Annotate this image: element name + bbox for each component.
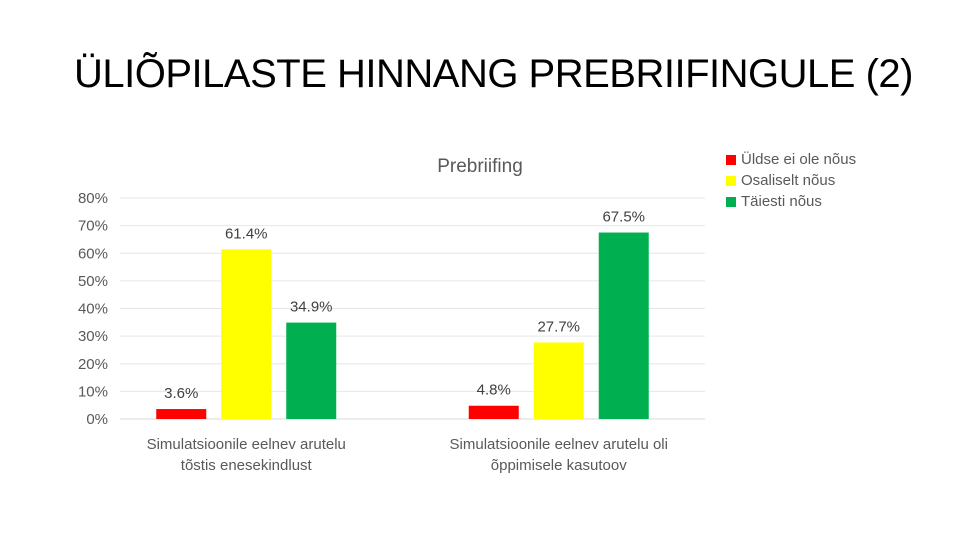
bar bbox=[286, 322, 337, 419]
chart-legend: Üldse ei ole nõus Osaliselt nõus Täiesti n… bbox=[726, 149, 856, 212]
data-label: 61.4% bbox=[225, 225, 268, 242]
y-axis-ticks: 80% 70% 60% 50% 40% 30% 20% 10% 0% bbox=[78, 190, 108, 428]
bar bbox=[468, 405, 519, 419]
x-tick-label: tõstis enesekindlust bbox=[181, 457, 313, 474]
slide-title: ÜLIÕPILASTE HINNANG PREBRIIFINGULE (2) bbox=[74, 52, 913, 96]
data-label: 27.7% bbox=[537, 318, 580, 335]
data-label: 3.6% bbox=[164, 385, 198, 402]
bar bbox=[598, 232, 649, 419]
y-tick-label: 60% bbox=[78, 245, 108, 262]
y-tick-label: 50% bbox=[78, 273, 108, 290]
y-tick-label: 0% bbox=[86, 411, 108, 428]
y-tick-label: 70% bbox=[78, 218, 108, 235]
bar bbox=[156, 409, 207, 419]
chart-title: Prebriifing bbox=[437, 156, 523, 177]
data-label: 4.8% bbox=[477, 382, 511, 399]
x-tick-label: õppimisele kasutoov bbox=[491, 457, 627, 474]
bar bbox=[221, 249, 272, 419]
x-axis-labels: Simulatsioonile eelnev arutelu tõstis ene… bbox=[147, 436, 668, 474]
legend-label: Täiesti nõus bbox=[741, 193, 822, 210]
data-labels: 3.6% 61.4% 34.9% 4.8% 27.7% 67.5% bbox=[164, 209, 645, 403]
data-label: 34.9% bbox=[290, 299, 333, 316]
y-tick-label: 80% bbox=[78, 190, 108, 207]
bars bbox=[156, 232, 649, 419]
bar bbox=[533, 342, 584, 419]
data-label: 67.5% bbox=[602, 209, 645, 226]
x-tick-label: Simulatsioonile eelnev arutelu bbox=[147, 436, 346, 453]
legend-item: Osaliselt nõus bbox=[726, 170, 856, 191]
y-tick-label: 40% bbox=[78, 301, 108, 318]
legend-item: Täiesti nõus bbox=[726, 191, 856, 212]
legend-label: Üldse ei ole nõus bbox=[741, 151, 857, 168]
y-tick-label: 30% bbox=[78, 328, 108, 345]
legend-swatch bbox=[726, 175, 736, 186]
legend-swatch bbox=[726, 196, 736, 207]
legend-item: Üldse ei ole nõus bbox=[726, 149, 856, 170]
y-tick-label: 20% bbox=[78, 356, 108, 373]
x-tick-label: Simulatsioonile eelnev arutelu oli bbox=[450, 436, 668, 453]
legend-label: Osaliselt nõus bbox=[741, 172, 836, 189]
y-tick-label: 10% bbox=[78, 383, 108, 400]
legend-swatch bbox=[726, 154, 736, 165]
